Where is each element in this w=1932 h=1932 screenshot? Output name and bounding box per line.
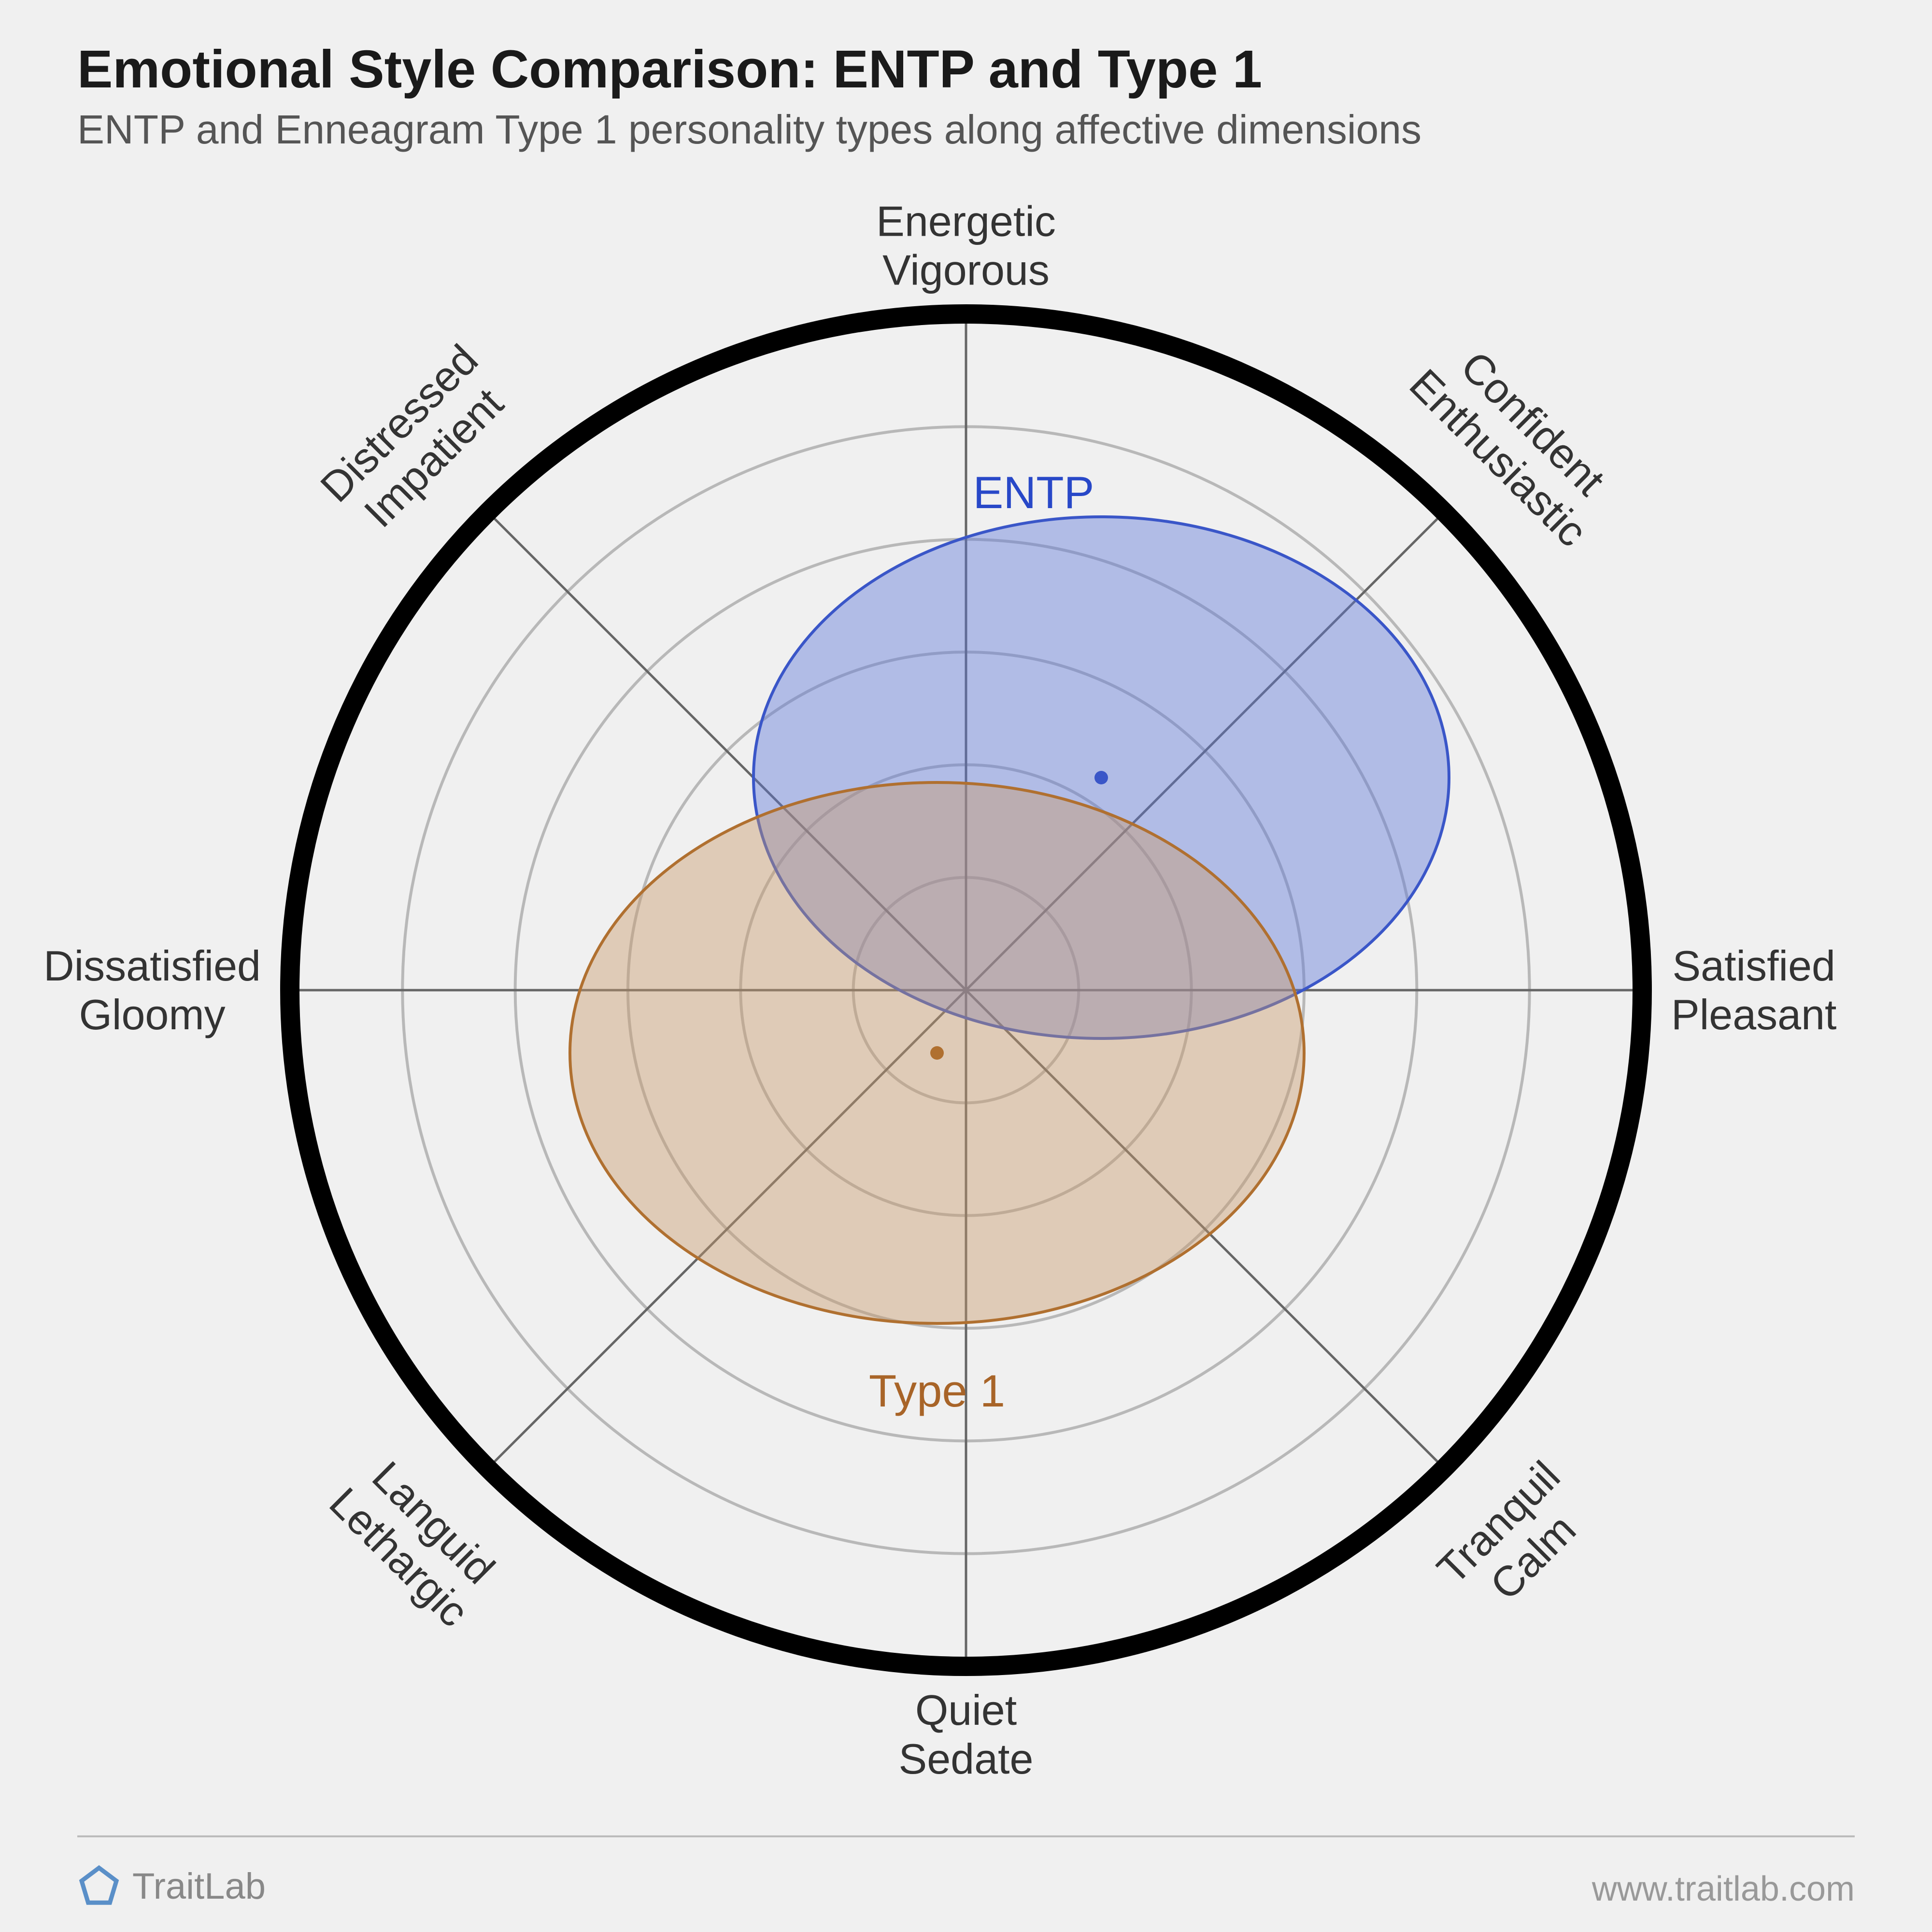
axis-label-line1: Dissatisfied [43, 941, 261, 990]
footer-divider [77, 1835, 1855, 1837]
footer-url: www.traitlab.com [1592, 1869, 1855, 1909]
axis-label-line1: Energetic [876, 197, 1056, 246]
circumplex-chart [0, 193, 1932, 1787]
footer-left: TraitLab [77, 1864, 266, 1908]
axis-label: DissatisfiedGloomy [43, 941, 261, 1039]
figure-container: Emotional Style Comparison: ENTP and Typ… [0, 0, 1932, 1932]
chart-subtitle: ENTP and Enneagram Type 1 personality ty… [77, 106, 1421, 153]
axis-label-line2: Vigorous [876, 246, 1056, 295]
axis-label: QuietSedate [899, 1686, 1034, 1783]
axis-label-line2: Sedate [899, 1734, 1034, 1783]
series-label-type-1: Type 1 [869, 1365, 1005, 1417]
footer: TraitLab www.traitlab.com [0, 1835, 1932, 1932]
chart-title: Emotional Style Comparison: ENTP and Typ… [77, 39, 1262, 100]
chart-area: EnergeticVigorousConfidentEnthusiasticSa… [0, 193, 1932, 1787]
axis-label-line2: Pleasant [1671, 990, 1836, 1039]
axis-label-line2: Gloomy [43, 990, 261, 1039]
axis-label-line1: Quiet [899, 1686, 1034, 1734]
axis-label: EnergeticVigorous [876, 197, 1056, 295]
footer-brand-text: TraitLab [132, 1865, 266, 1907]
series-label-entp: ENTP [973, 467, 1094, 519]
traitlab-logo-icon [77, 1864, 121, 1908]
axis-label-line1: Satisfied [1671, 941, 1836, 990]
axis-label: SatisfiedPleasant [1671, 941, 1836, 1039]
